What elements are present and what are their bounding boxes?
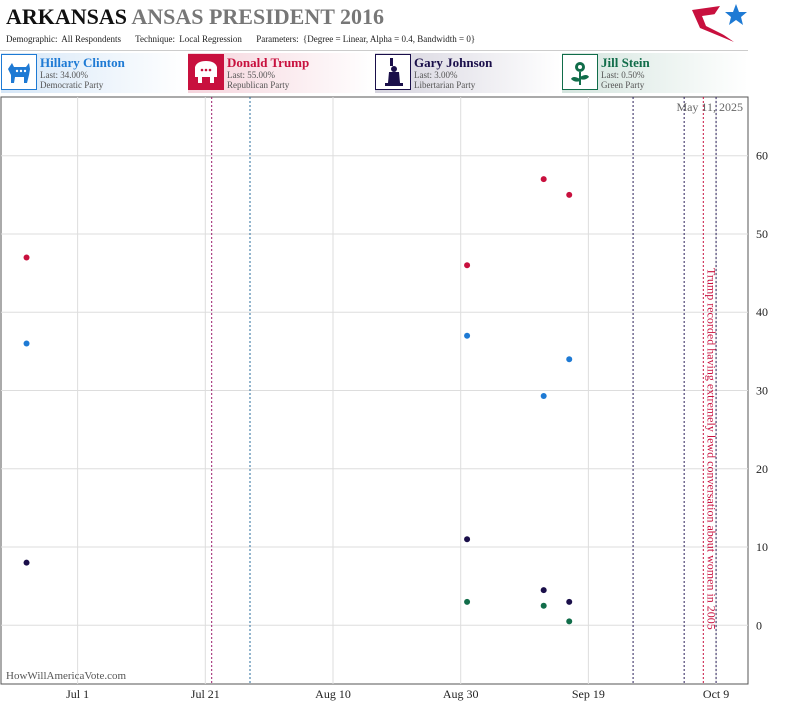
poll-chart: 0 10 20 30 40 50 60 Jul 1 Jul 21 Aug 10 Aug 30 Sep… bbox=[0, 96, 768, 701]
candidate-last: Last: 34.00% bbox=[40, 70, 88, 80]
candidate-last: Last: 55.00% bbox=[227, 70, 275, 80]
flower-icon bbox=[562, 54, 598, 90]
legend-item-stein[interactable]: Jill Stein Last: 0.50% Green Party bbox=[562, 53, 748, 93]
x-tick-label: Jul 1 bbox=[66, 687, 89, 701]
statue-of-liberty-icon bbox=[375, 54, 411, 90]
parameters-line: Demographic: All Respondents Technique: … bbox=[6, 34, 487, 44]
data-point bbox=[566, 356, 573, 363]
title-rest: ANSAS PRESIDENT 2016 bbox=[131, 4, 384, 29]
data-point bbox=[464, 536, 471, 543]
y-tick-label: 40 bbox=[756, 305, 768, 319]
chart-date-label: May 11, 2025 bbox=[676, 100, 743, 114]
elephant-icon bbox=[188, 54, 224, 90]
y-tick-label: 0 bbox=[756, 618, 762, 632]
event-lines bbox=[211, 97, 717, 684]
data-point bbox=[540, 602, 547, 609]
x-tick-label: Jul 21 bbox=[191, 687, 220, 701]
candidate-name: Hillary Clinton bbox=[40, 55, 125, 70]
parameters-label: Parameters: bbox=[256, 34, 299, 44]
demographic-value: All Respondents bbox=[61, 34, 121, 44]
candidate-last: Last: 0.50% bbox=[601, 70, 645, 80]
candidate-name: Jill Stein bbox=[601, 55, 650, 70]
candidate-last: Last: 3.00% bbox=[414, 70, 458, 80]
header: ARKANSAS ANSAS PRESIDENT 2016 Demographi… bbox=[0, 0, 748, 51]
technique-label: Technique: bbox=[135, 34, 175, 44]
x-axis: Jul 1 Jul 21 Aug 10 Aug 30 Sep 19 Oct 9 bbox=[66, 687, 729, 701]
candidate-party: Democratic Party bbox=[40, 80, 104, 90]
candidate-name: Donald Trump bbox=[227, 55, 310, 70]
data-point bbox=[23, 559, 30, 566]
parameters-value: {Degree = Linear, Alpha = 0.4, Bandwidth… bbox=[302, 34, 476, 44]
data-point bbox=[540, 587, 547, 594]
data-point bbox=[540, 392, 547, 399]
candidate-legend: Hillary Clinton Last: 34.00% Democratic … bbox=[0, 53, 748, 93]
data-point bbox=[566, 598, 573, 605]
demographic-label: Demographic: bbox=[6, 34, 58, 44]
watermark-text: HowWillAmericaVote.com bbox=[6, 670, 126, 682]
data-point bbox=[23, 254, 30, 261]
data-point bbox=[566, 191, 573, 198]
legend-item-clinton[interactable]: Hillary Clinton Last: 34.00% Democratic … bbox=[1, 53, 187, 93]
technique-value: Local Regression bbox=[179, 34, 242, 44]
y-tick-label: 20 bbox=[756, 462, 768, 476]
data-point bbox=[566, 618, 573, 625]
x-tick-label: Oct 9 bbox=[703, 687, 729, 701]
legend-item-johnson[interactable]: Gary Johnson Last: 3.00% Libertarian Par… bbox=[375, 53, 561, 93]
x-tick-label: Aug 10 bbox=[315, 687, 351, 701]
legend-item-trump[interactable]: Donald Trump Last: 55.00% Republican Par… bbox=[188, 53, 374, 93]
y-axis: 0 10 20 30 40 50 60 bbox=[756, 149, 768, 633]
x-tick-label: Aug 30 bbox=[443, 687, 479, 701]
candidate-party: Green Party bbox=[601, 80, 645, 90]
event-annotation: Trump recorded having extremely lewd con… bbox=[704, 268, 718, 630]
donkey-icon bbox=[1, 54, 37, 90]
title-state: ARKANSAS bbox=[6, 4, 128, 29]
data-point bbox=[464, 598, 471, 605]
site-logo-icon bbox=[692, 4, 747, 42]
y-tick-label: 30 bbox=[756, 384, 768, 398]
data-point bbox=[464, 332, 471, 339]
x-tick-label: Sep 19 bbox=[572, 687, 605, 701]
page-title: ARKANSAS ANSAS PRESIDENT 2016 bbox=[6, 4, 384, 30]
y-tick-label: 10 bbox=[756, 540, 768, 554]
y-tick-label: 50 bbox=[756, 227, 768, 241]
candidate-party: Republican Party bbox=[227, 80, 290, 90]
candidate-name: Gary Johnson bbox=[414, 55, 493, 70]
y-tick-label: 60 bbox=[756, 149, 768, 163]
data-point bbox=[464, 262, 471, 269]
data-points bbox=[23, 176, 573, 625]
data-point bbox=[540, 176, 547, 183]
data-point bbox=[23, 340, 30, 347]
candidate-party: Libertarian Party bbox=[414, 80, 476, 90]
